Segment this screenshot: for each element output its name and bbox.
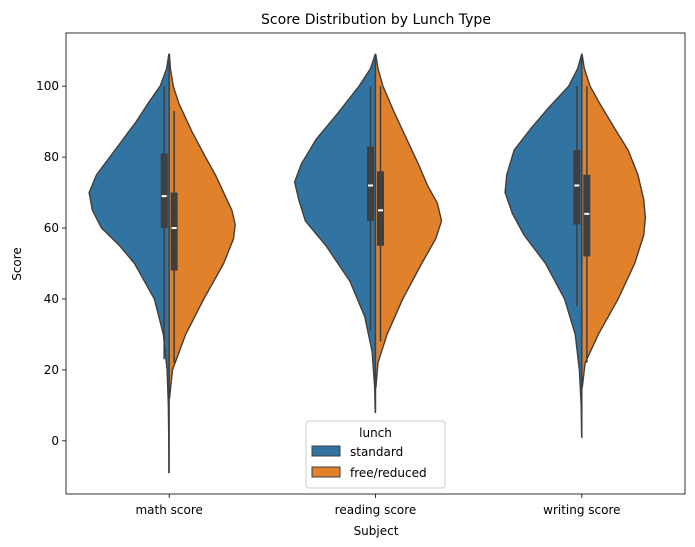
y-axis: 0 20 40 60 80 100 [36, 79, 66, 448]
violin-standard-reading-score [293, 53, 377, 414]
iqr-box-free-reduced-math-score [170, 192, 178, 271]
legend-swatch-free-reduced [311, 466, 341, 478]
legend-label-free-reduced: free/reduced [350, 466, 427, 480]
violin-standard-math-score [88, 53, 170, 474]
x-axis: math score reading score writing score [135, 494, 621, 517]
iqr-box-standard-writing-score [573, 150, 581, 225]
violin-standard-writing-score [504, 53, 583, 438]
legend-label-standard: standard [350, 445, 403, 459]
y-axis-label: Score [10, 247, 24, 281]
y-tick-label: 60 [44, 221, 59, 235]
iqr-box-standard-reading-score [367, 146, 374, 221]
legend: lunch standard free/reduced [305, 420, 446, 489]
iqr-box-free-reduced-reading-score [377, 171, 384, 246]
chart-title: Score Distribution by Lunch Type [261, 12, 491, 28]
violin-free-reduced-reading-score [374, 53, 443, 389]
legend-frame [305, 420, 446, 489]
iqr-box-free-reduced-writing-score [583, 174, 591, 257]
legend-title: lunch [359, 426, 392, 440]
x-tick-label: writing score [543, 503, 620, 517]
violin-free-reduced-writing-score [581, 53, 647, 389]
violin-free-reduced-math-score [168, 53, 236, 399]
y-tick-label: 0 [51, 434, 59, 448]
x-tick-label: math score [135, 503, 202, 517]
iqr-box-standard-math-score [160, 153, 168, 229]
y-tick-label: 80 [44, 150, 59, 164]
x-tick-label: reading score [335, 503, 417, 517]
y-tick-label: 100 [36, 79, 59, 93]
y-tick-label: 40 [44, 292, 59, 306]
legend-swatch-standard [311, 445, 341, 457]
y-tick-label: 20 [44, 363, 59, 377]
x-axis-label: Subject [354, 524, 399, 538]
plot-area [88, 53, 647, 474]
